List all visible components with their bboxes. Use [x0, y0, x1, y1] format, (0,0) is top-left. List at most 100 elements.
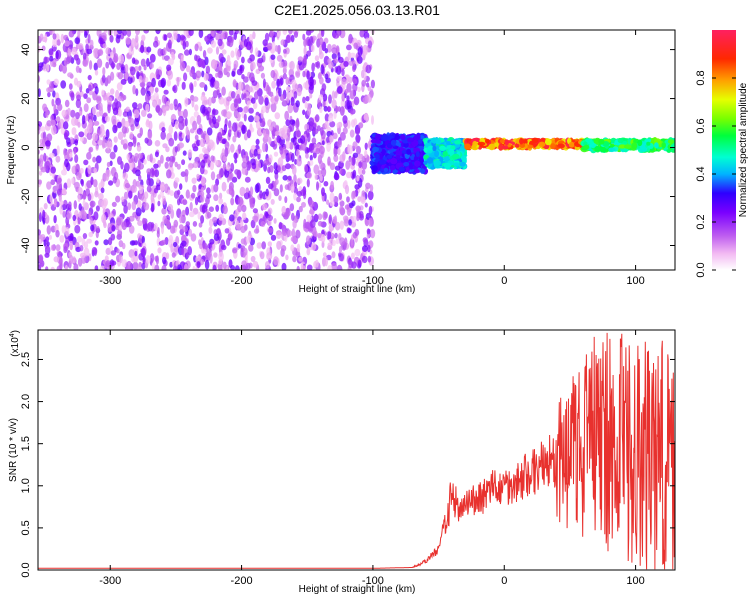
spectrogram-cell	[349, 108, 356, 115]
spectrogram-cell	[327, 156, 331, 166]
spectrogram-cell	[46, 241, 50, 247]
spectrogram-cell	[135, 207, 142, 217]
spectrogram-cell	[301, 201, 306, 208]
snr-series-line	[38, 332, 675, 570]
spectrogram-cell	[128, 142, 132, 152]
spectrogram-cell	[200, 186, 204, 192]
spectrogram-cell	[67, 107, 71, 116]
spectrogram-cell	[222, 162, 227, 171]
spectrogram-cell	[38, 170, 43, 176]
spectrogram-cell	[268, 183, 274, 190]
spectrogram-cell	[290, 34, 295, 43]
spectrogram-cell	[362, 96, 368, 104]
spectrogram-cell	[230, 265, 235, 270]
spectrogram-cell	[93, 120, 100, 126]
spectrogram-cell	[122, 30, 128, 36]
spectrogram-cell	[194, 134, 199, 141]
spectrogram-cell	[222, 205, 228, 215]
spectrogram-cell	[142, 217, 146, 225]
spectrogram-cell	[201, 99, 208, 106]
spectrogram-cell	[99, 265, 106, 270]
spectrogram-cell	[352, 169, 357, 179]
spectrogram-cell	[117, 30, 123, 35]
spectrogram-cell	[295, 71, 301, 78]
spectrogram-cell	[55, 244, 61, 252]
spectrogram-cell	[360, 196, 366, 204]
spectrogram-cell	[252, 261, 259, 268]
spectrogram-cell	[105, 129, 110, 139]
spectrogram-cell	[324, 256, 329, 267]
spectrogram-cell	[192, 221, 198, 227]
spectrogram-cell	[260, 109, 264, 119]
spectrogram-cell	[226, 237, 231, 246]
spectrogram-cell	[310, 142, 315, 151]
spectrogram-cell	[140, 87, 146, 96]
spectrogram-cell	[654, 142, 659, 149]
spectrogram-cell	[104, 116, 110, 122]
spectrogram-cell	[179, 34, 186, 41]
spectrogram-cell	[87, 193, 92, 202]
spectrogram-cell	[368, 217, 373, 227]
spectrogram-cell	[97, 139, 104, 146]
spectrogram-cell	[46, 63, 50, 72]
spectrogram-cell	[184, 97, 189, 107]
spectrogram-cell	[176, 163, 181, 170]
spectrogram-cell	[352, 141, 358, 150]
spectrogram-cell	[178, 120, 185, 131]
spectrogram-cell	[138, 174, 142, 182]
spectrogram-cell	[236, 68, 243, 76]
spectrogram-cell	[87, 74, 92, 81]
spectrogram-cell	[215, 30, 221, 33]
spectrogram-cell	[370, 139, 377, 144]
spectrogram-cell	[306, 214, 313, 222]
spectrogram-cell	[320, 234, 326, 243]
spectrogram-cell	[94, 240, 99, 246]
spectrogram-cell	[50, 114, 55, 122]
spectrogram-cell	[161, 264, 167, 270]
spectrogram-cell	[331, 53, 337, 60]
spectrogram-cell	[299, 144, 303, 151]
spectrogram-cell	[38, 45, 41, 53]
spectrogram-cell	[166, 64, 172, 72]
spectrogram-cell	[336, 65, 342, 75]
spectrogram-cell	[270, 234, 277, 241]
y-tick-label: -40	[20, 238, 32, 254]
spectrogram-cell	[199, 82, 206, 88]
spectrogram-cell	[344, 237, 348, 247]
spectrogram-cell	[43, 203, 48, 210]
spectrogram-y-ticks: -40 -20 0 20 40	[20, 43, 675, 253]
spectrogram-cell	[161, 94, 167, 104]
spectrogram-cell	[45, 236, 50, 242]
spectrogram-cell	[278, 195, 282, 202]
spectrogram-cell	[88, 119, 93, 129]
spectrogram-cell	[38, 238, 42, 247]
spectrogram-cell	[351, 156, 356, 166]
spectrogram-cell	[82, 233, 88, 239]
spectrogram-cell	[599, 147, 607, 153]
spectrogram-cell	[293, 192, 297, 201]
spectrogram-cell	[90, 224, 95, 232]
y-tick-label: 1.0	[20, 478, 32, 493]
spectrogram-cell	[290, 96, 295, 106]
spectrogram-cell	[501, 145, 509, 150]
spectrogram-cell	[149, 53, 156, 63]
spectrogram-cell	[44, 33, 48, 43]
spectrogram-cell	[157, 48, 163, 57]
x-tick-label: 100	[626, 575, 644, 587]
spectrogram-cell	[245, 262, 251, 270]
spectrogram-cell	[165, 156, 171, 162]
spectrogram-cell	[210, 155, 215, 162]
spectrogram-cell	[322, 99, 326, 108]
spectrogram-cell	[334, 232, 338, 239]
spectrogram-cell	[128, 45, 132, 56]
x-tick-label: -300	[99, 575, 121, 587]
spectrogram-cell	[181, 240, 187, 247]
spectrogram-cell	[46, 120, 52, 127]
spectrogram-cell	[41, 45, 46, 52]
x-tick-label: -100	[362, 575, 384, 587]
spectrogram-cell	[268, 190, 272, 200]
spectrogram-cell	[106, 161, 111, 168]
colorbar-gradient	[712, 30, 736, 270]
spectrogram-cell	[256, 160, 261, 171]
spectrogram-cell	[63, 34, 69, 41]
